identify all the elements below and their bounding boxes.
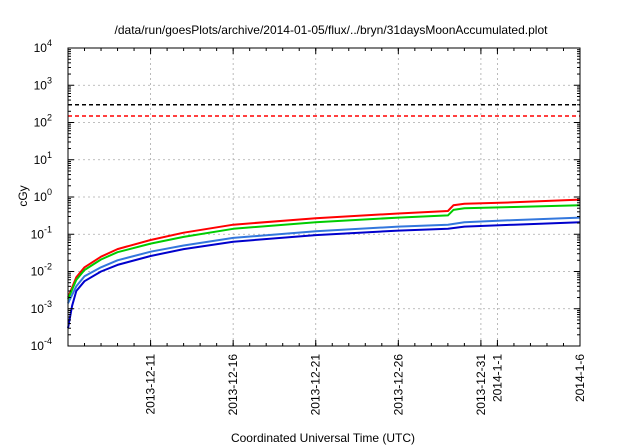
chart-title: /data/run/goesPlots/archive/2014-01-05/f… bbox=[115, 23, 549, 37]
x-tick-label: 2013-12-26 bbox=[391, 354, 405, 416]
x-tick-label: 2013-12-16 bbox=[226, 354, 240, 416]
y-tick-label: 104 bbox=[34, 38, 52, 55]
x-axis-label: Coordinated Universal Time (UTC) bbox=[231, 431, 415, 445]
axes: 10-4 10-3 10-2 10-1 100 101 102 103 104 2013-12-1… bbox=[31, 38, 587, 415]
x-tick-label: 2013-12-11 bbox=[144, 354, 158, 415]
y-tick-label: 10-3 bbox=[31, 299, 52, 316]
y-tick-label: 10-2 bbox=[31, 262, 52, 279]
x-tick-label: 2013-12-31 bbox=[474, 354, 488, 416]
y-axis-label: cGy bbox=[16, 185, 30, 206]
x-tick-label: 2014-1-1 bbox=[490, 354, 504, 402]
y-tick-label: 10-1 bbox=[31, 224, 52, 241]
y-tick-label: 100 bbox=[34, 187, 52, 204]
y-tick-label: 101 bbox=[34, 150, 52, 167]
x-tick-label: 2014-1-6 bbox=[573, 354, 587, 402]
series-line bbox=[67, 216, 581, 304]
y-tick-label: 103 bbox=[34, 75, 52, 92]
grid-lines bbox=[68, 48, 580, 346]
x-tick-label: 2013-12-21 bbox=[309, 354, 323, 416]
series-lines bbox=[67, 198, 581, 329]
reference-lines bbox=[68, 103, 580, 117]
series-line bbox=[67, 204, 581, 300]
series-line bbox=[67, 221, 581, 329]
series-line bbox=[67, 198, 581, 298]
y-tick-label: 10-4 bbox=[31, 336, 52, 353]
y-tick-label: 102 bbox=[34, 113, 52, 130]
